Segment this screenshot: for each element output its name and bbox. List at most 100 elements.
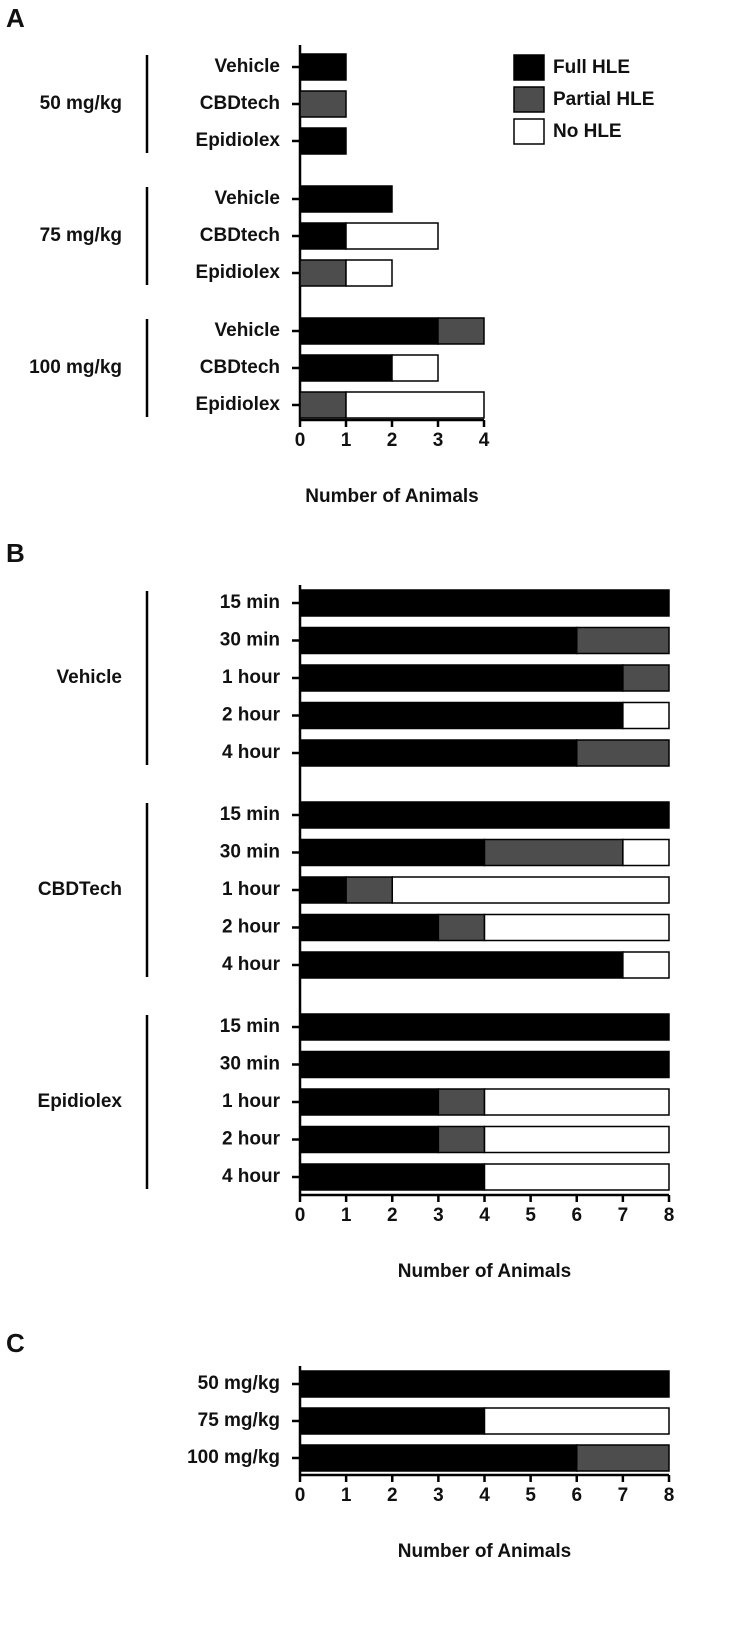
x-tick-label: 1 — [341, 430, 352, 451]
bar-segment — [576, 1444, 670, 1472]
bar-segment — [622, 951, 670, 979]
category-label: 1 hour — [222, 1091, 281, 1112]
bar-segment — [483, 1407, 670, 1435]
category-label: 30 min — [220, 1054, 280, 1075]
category-label: 1 hour — [222, 667, 281, 688]
x-tick-label: 4 — [479, 1485, 490, 1506]
category-label: 15 min — [220, 804, 280, 825]
legend-label: No HLE — [553, 121, 622, 142]
x-tick-label: 3 — [433, 430, 444, 451]
bar-segment — [299, 1125, 440, 1154]
x-tick-label: 3 — [433, 1205, 444, 1226]
x-tick-label: 2 — [387, 430, 398, 451]
bar-segment — [483, 838, 624, 867]
category-label: CBDtech — [200, 225, 280, 246]
bar-segment — [299, 664, 624, 692]
x-tick-label: 5 — [525, 1485, 536, 1506]
bar-segment — [483, 1163, 670, 1191]
bar-segment — [299, 259, 347, 287]
bar-segment — [299, 876, 347, 904]
x-tick-label: 8 — [664, 1485, 675, 1506]
category-label: 2 hour — [222, 705, 281, 726]
category-label: Epidiolex — [196, 130, 281, 151]
bar-segment — [483, 1088, 670, 1116]
x-tick-label: 3 — [433, 1485, 444, 1506]
bar-segment — [299, 1407, 486, 1435]
panel-label: A — [6, 3, 25, 33]
group-label: 75 mg/kg — [40, 225, 122, 246]
bar-segment — [345, 876, 393, 904]
bar-segment — [299, 317, 439, 345]
category-label: 30 min — [220, 630, 280, 651]
x-tick-label: 1 — [341, 1205, 352, 1226]
category-label: 2 hour — [222, 917, 281, 938]
bar-segment — [345, 391, 485, 419]
bar-segment — [391, 354, 439, 382]
bar-segment — [299, 838, 486, 867]
x-tick-label: 2 — [387, 1485, 398, 1506]
bar-segment — [299, 1444, 578, 1472]
bar-segment — [437, 1088, 486, 1116]
legend-swatch — [513, 118, 545, 145]
x-tick-label: 6 — [571, 1485, 582, 1506]
category-label: Vehicle — [215, 56, 281, 77]
bar-segment — [483, 1125, 670, 1154]
bar-segment — [299, 589, 670, 617]
x-tick-label: 4 — [479, 430, 490, 451]
bar-segment — [391, 876, 670, 904]
group-label: Epidiolex — [38, 1091, 123, 1112]
legend-label: Partial HLE — [553, 89, 654, 110]
x-tick-label: 0 — [295, 1205, 306, 1226]
bar-segment — [299, 185, 393, 213]
x-tick-label: 0 — [295, 430, 306, 451]
bar-segment — [299, 1163, 486, 1191]
bar-segment — [437, 1125, 486, 1154]
legend-swatch — [513, 86, 545, 113]
bar-segment — [299, 1013, 670, 1041]
category-label: 100 mg/kg — [187, 1447, 280, 1468]
legend-swatch — [513, 54, 545, 81]
bar-segment — [345, 259, 393, 287]
category-label: CBDtech — [200, 93, 280, 114]
bar-segment — [299, 1088, 440, 1116]
bar-segment — [622, 701, 670, 730]
group-label: CBDTech — [38, 879, 122, 900]
category-label: 15 min — [220, 1016, 280, 1037]
bar-segment — [299, 222, 347, 250]
x-axis-label: Number of Animals — [305, 486, 479, 507]
bar-segment — [622, 838, 670, 867]
group-label: 50 mg/kg — [40, 93, 122, 114]
category-label: CBDtech — [200, 357, 280, 378]
x-tick-label: 7 — [618, 1485, 629, 1506]
x-tick-label: 6 — [571, 1205, 582, 1226]
category-label: 75 mg/kg — [198, 1410, 280, 1431]
x-tick-label: 0 — [295, 1485, 306, 1506]
bar-segment — [299, 701, 624, 730]
bar-segment — [576, 739, 670, 767]
bar-segment — [483, 913, 670, 942]
x-tick-label: 7 — [618, 1205, 629, 1226]
panel-label: C — [6, 1328, 25, 1358]
bar-segment — [299, 951, 624, 979]
category-label: 4 hour — [222, 742, 281, 763]
bar-segment — [622, 664, 670, 692]
bar-segment — [437, 317, 485, 345]
x-tick-label: 5 — [525, 1205, 536, 1226]
bar-segment — [576, 626, 670, 655]
category-label: Epidiolex — [196, 262, 281, 283]
category-label: 4 hour — [222, 954, 281, 975]
category-label: Vehicle — [215, 188, 281, 209]
bar-segment — [299, 90, 347, 118]
x-axis-label: Number of Animals — [398, 1541, 572, 1562]
category-label: 30 min — [220, 842, 280, 863]
group-label: 100 mg/kg — [29, 357, 122, 378]
legend-label: Full HLE — [553, 57, 630, 78]
panel-label: B — [6, 538, 25, 568]
bar-segment — [299, 1050, 670, 1079]
bar-segment — [437, 913, 486, 942]
x-tick-label: 1 — [341, 1485, 352, 1506]
category-label: 4 hour — [222, 1166, 281, 1187]
bar-segment — [299, 354, 393, 382]
category-label: 1 hour — [222, 879, 281, 900]
bar-segment — [345, 222, 439, 250]
